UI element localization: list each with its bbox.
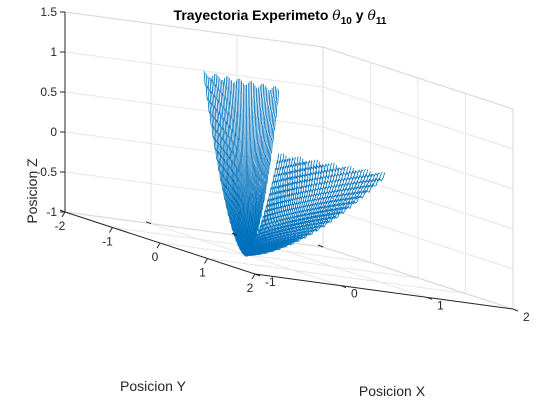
y-tick-mark-left [231, 232, 238, 236]
z-tick-label: -0.5 [36, 165, 57, 179]
y-tick-label: 0 [351, 287, 358, 301]
chart-title: Trayectoria Experimeto θ10 y θ11 [174, 7, 387, 27]
y-tick-label: 1 [437, 298, 444, 312]
x-tick-label: -1 [102, 235, 113, 249]
y-tick-label: -1 [265, 275, 276, 289]
grid-line-z-left [64, 51, 324, 88]
grid-line-z-left [64, 91, 324, 128]
trajectory-pass [245, 89, 386, 257]
y-tick-mark-left [59, 209, 66, 213]
box-edge-top-back [322, 46, 514, 110]
grid-line-x-floor [159, 242, 419, 279]
z-axis-label: Posicion Z [24, 158, 40, 224]
x-axis-label: Posicion X [359, 383, 426, 399]
z-tick-label: 1.5 [40, 5, 57, 19]
trajectory-series [203, 71, 386, 257]
y-axis-line [254, 273, 514, 310]
x-tick-label: 1 [199, 266, 206, 280]
box-edge-top-left [64, 11, 324, 48]
x-tick-label: -2 [55, 219, 66, 233]
y-tick-mark [254, 273, 261, 277]
x-tick-mark [61, 211, 66, 218]
x-tick-mark [251, 273, 256, 280]
grid-line-z-back [322, 166, 514, 230]
y-tick-label: 2 [523, 310, 530, 324]
grid-line-z-left [64, 171, 324, 208]
z-tick-label: 0 [50, 125, 57, 139]
x-tick-mark [156, 242, 161, 249]
y-tick-mark [512, 308, 519, 312]
grid-line-x-floor [207, 258, 466, 294]
x-tick-label: 2 [247, 281, 254, 295]
x-tick-mark [204, 258, 208, 264]
grid-line-z-back [322, 126, 514, 190]
y-tick-mark [340, 285, 347, 289]
z-tick-label: 0.5 [40, 85, 57, 99]
y-axis-label: Posicion Y [120, 378, 187, 394]
grid-line-z-back [322, 206, 514, 270]
x-tick-label: 0 [152, 250, 159, 264]
y-tick-mark [426, 296, 433, 300]
x-tick-mark [109, 227, 113, 233]
axes-front-edges [59, 11, 519, 312]
y-tick-mark-left [145, 221, 152, 225]
grid-line-z-back [322, 86, 514, 150]
z-tick-label: 1 [50, 45, 57, 59]
y-tick-mark-left [317, 244, 324, 248]
trajectory-pass [245, 88, 383, 257]
box-edge-floor-back [322, 246, 514, 310]
z-tick-label: -1 [46, 205, 57, 219]
